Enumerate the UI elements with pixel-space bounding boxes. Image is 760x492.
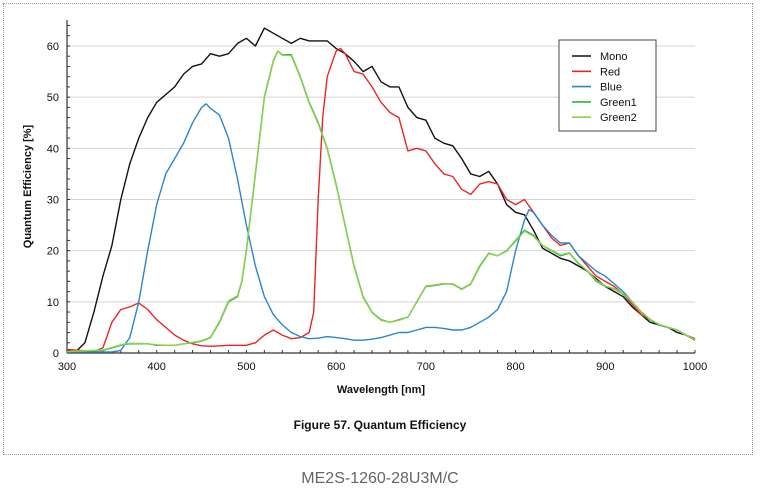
y-tick-label: 10	[47, 297, 59, 309]
series-line-blue	[67, 103, 696, 353]
y-tick-label: 20	[47, 246, 59, 258]
x-tick-label: 700	[417, 361, 435, 373]
legend-label: Green2	[600, 112, 637, 124]
x-tick-label: 1000	[683, 361, 707, 373]
model-label: ME2S-1260-28U3M/C	[301, 470, 459, 487]
x-tick-label: 300	[58, 361, 76, 373]
x-tick-label: 800	[506, 361, 524, 373]
x-tick-label: 900	[596, 361, 614, 373]
legend-label: Green1	[600, 97, 637, 109]
x-tick-label: 600	[327, 361, 345, 373]
y-axis-label: Quantum Efficiency [%]	[22, 124, 34, 248]
y-tick-label: 30	[47, 194, 59, 206]
figure-frame	[3, 3, 753, 455]
y-tick-label: 60	[47, 41, 59, 53]
legend-label: Mono	[600, 51, 628, 63]
legend-label: Red	[600, 66, 620, 78]
x-tick-label: 400	[148, 361, 166, 373]
y-tick-label: 40	[47, 143, 59, 155]
legend-label: Blue	[600, 82, 622, 94]
y-tick-label: 50	[47, 92, 59, 104]
x-tick-label: 500	[237, 361, 255, 373]
x-axis-label: Wavelength [nm]	[337, 384, 426, 396]
y-tick-label: 0	[53, 348, 59, 360]
figure-caption: Figure 57. Quantum Efficiency	[293, 418, 467, 432]
series-line-green2	[66, 50, 696, 353]
legend	[558, 39, 657, 132]
